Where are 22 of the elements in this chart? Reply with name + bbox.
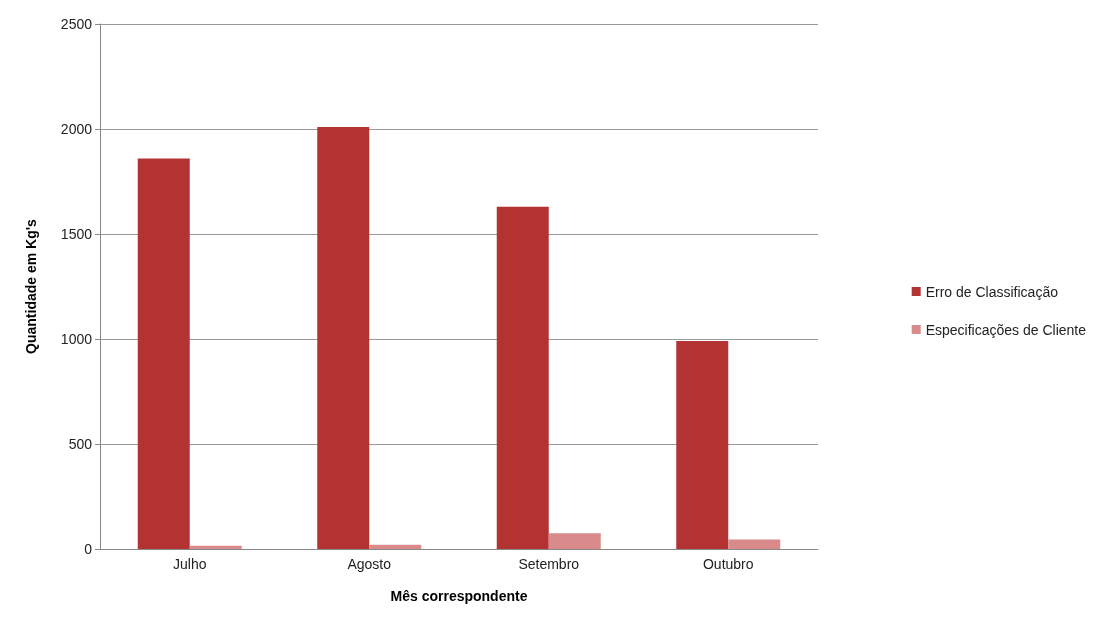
bar [369,544,422,549]
bar [548,533,601,549]
y-tick-label: 2000 [60,121,93,137]
legend-label: Erro de Classificação [925,283,1059,300]
bar [676,341,729,549]
x-axis-title: Mês correspondente [390,588,528,604]
bar [496,206,549,549]
x-tick-label: Julho [173,556,207,572]
y-tick-label: 2500 [60,16,93,32]
y-tick-label: 1000 [60,331,93,347]
bar [317,126,370,549]
bar [137,158,190,549]
x-tick-label: Agosto [347,556,392,572]
y-tick-label: 500 [68,436,93,452]
bar [189,545,242,549]
legend-label: Especificações de Cliente [925,321,1087,338]
bar [728,539,781,549]
y-tick-label: 1500 [60,226,93,242]
y-tick-label: 0 [84,541,93,557]
x-tick-label: Outubro [702,556,754,572]
y-axis-title: Quantidade em Kg's [23,218,39,354]
x-tick-label: Setembro [518,556,580,572]
